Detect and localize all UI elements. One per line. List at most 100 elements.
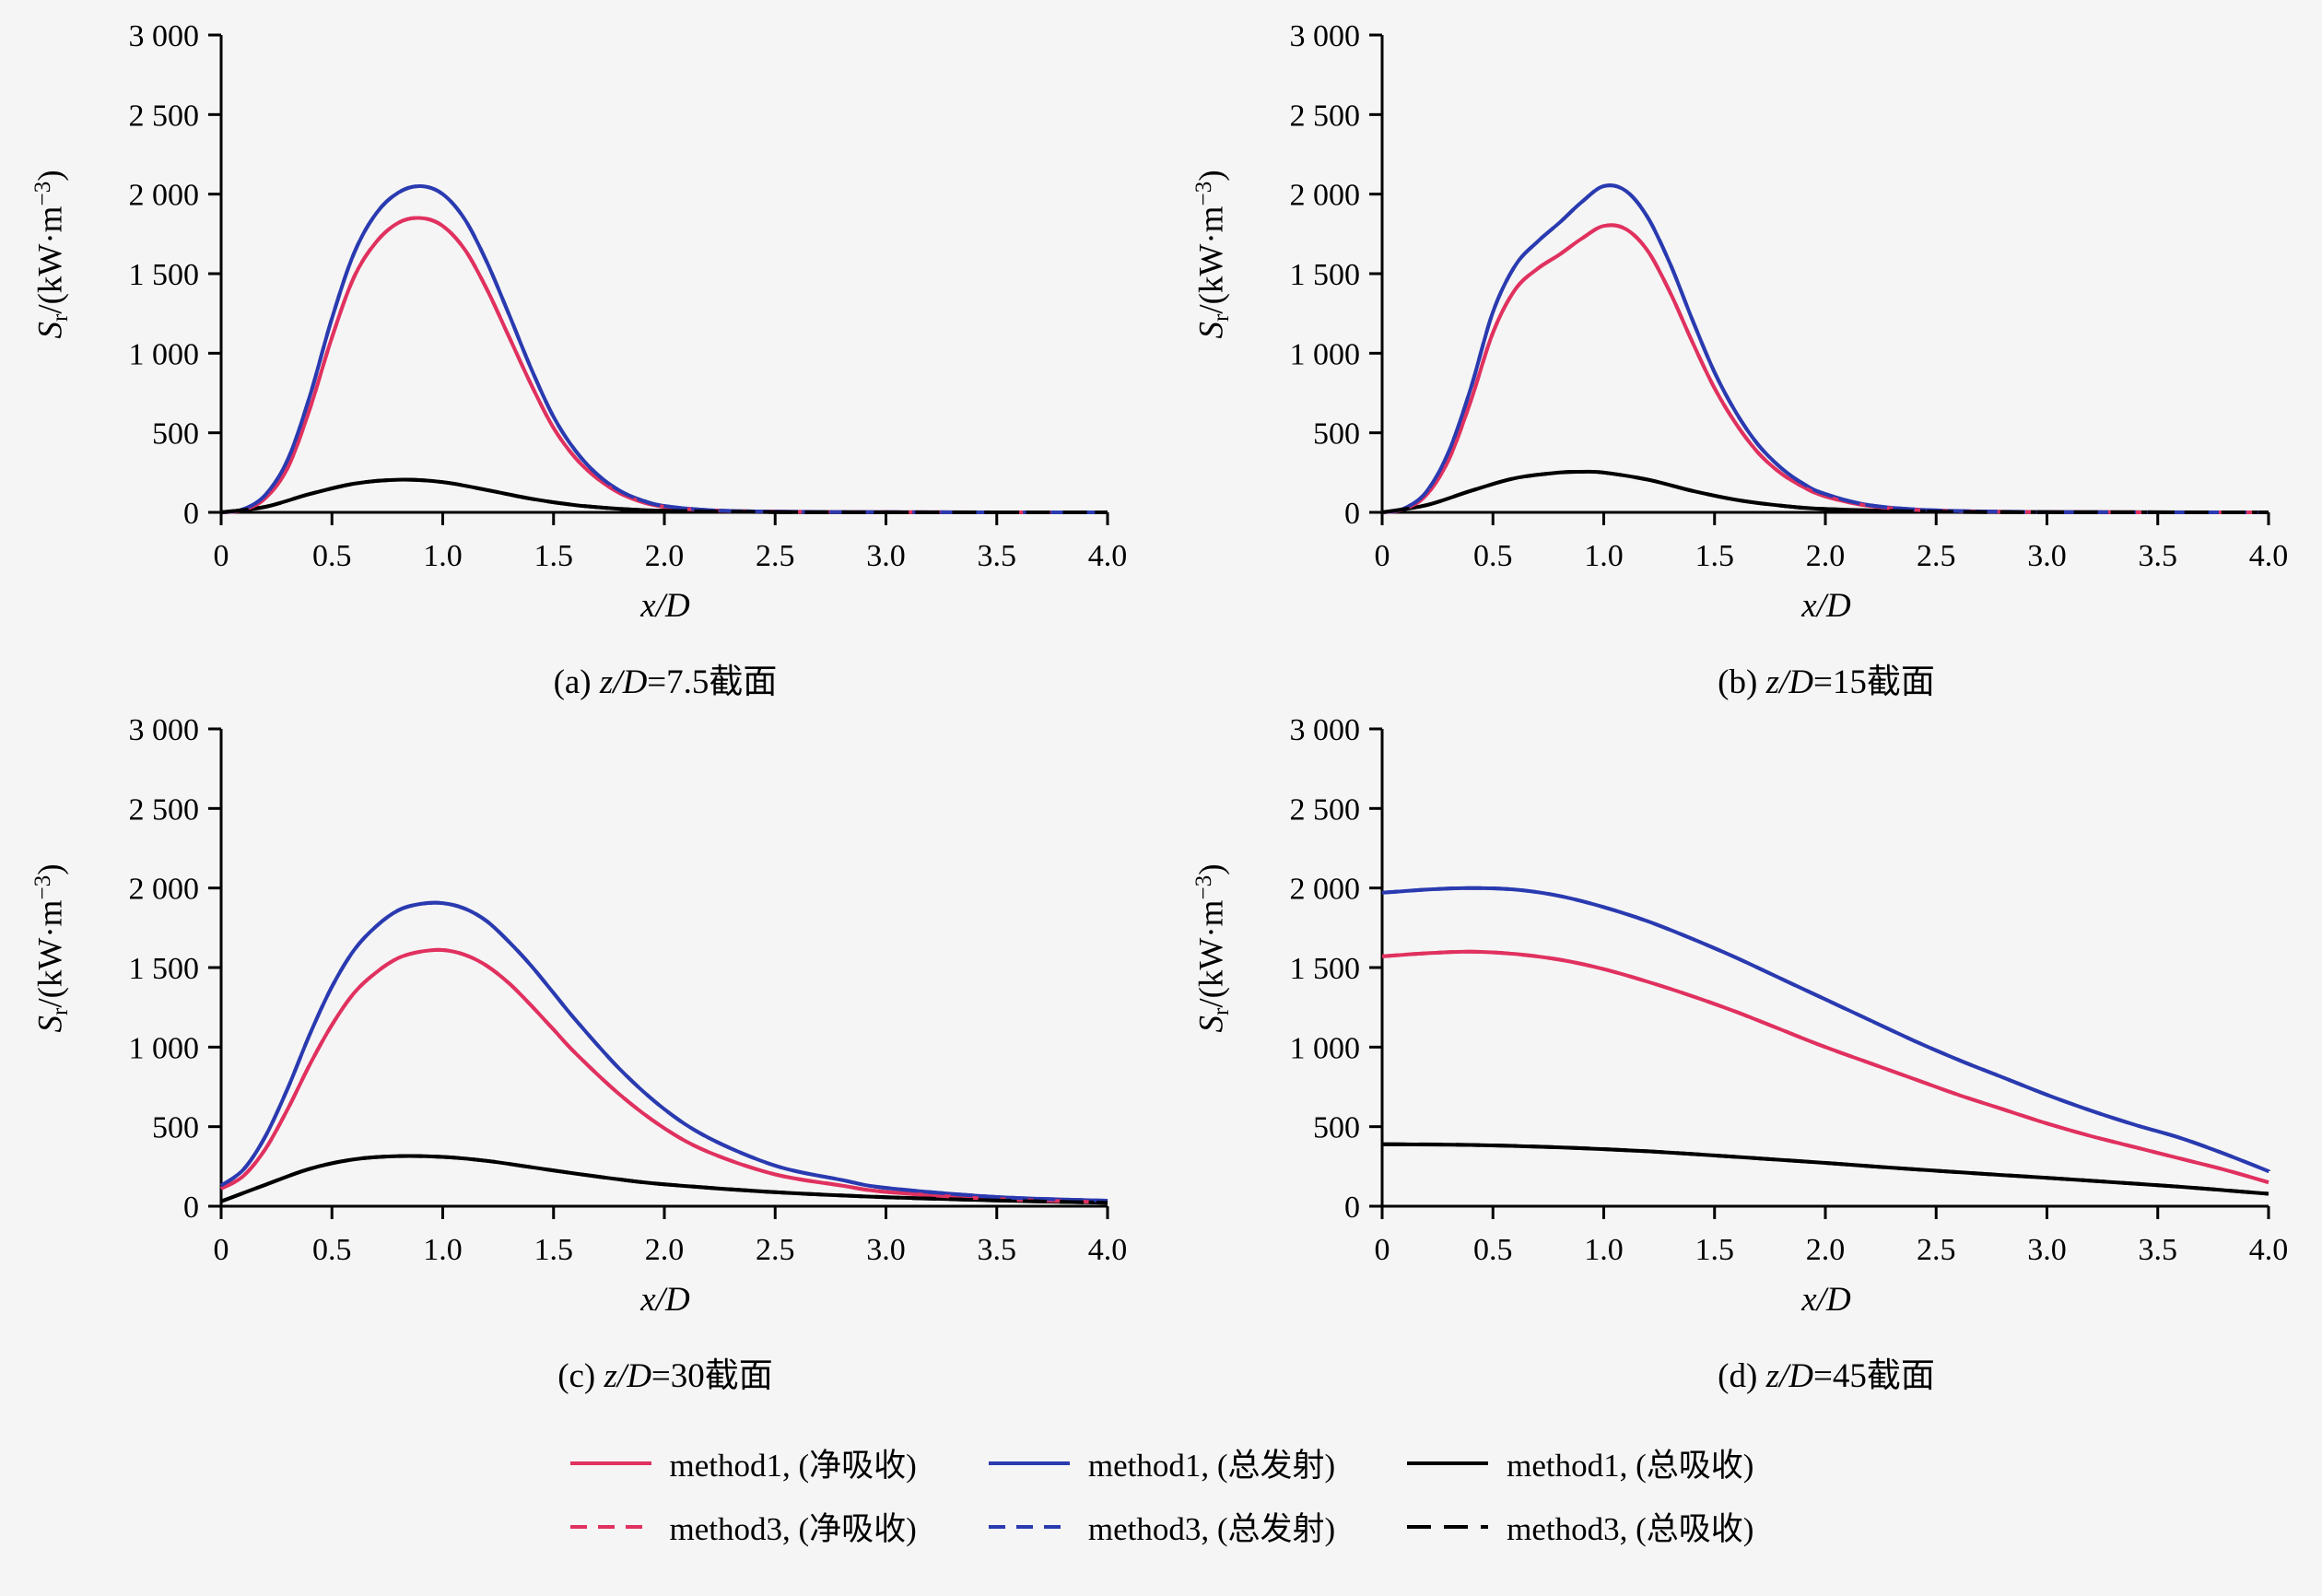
y-axis-label-text: Sr/(kW·m−3) <box>29 864 73 1033</box>
caption-variable: z/D <box>1765 1357 1813 1395</box>
legend-label: method1, (总发射) <box>1087 1448 1336 1484</box>
chart-canvas-a: 0 500 1 000 1 500 2 000 2 500 3 000 0 0.5 1.0 1.5 2… <box>129 19 1128 573</box>
ylabel-units: /(kW·m <box>31 205 70 315</box>
svg-text:0: 0 <box>183 1191 199 1225</box>
svg-text:0.5: 0.5 <box>312 1233 352 1267</box>
caption-variable: z/D <box>604 1357 651 1395</box>
caption-suffix: =7.5截面 <box>647 663 778 701</box>
svg-text:0: 0 <box>1375 1233 1390 1267</box>
subplot-caption-a: (a) z/D=7.5截面 <box>554 653 778 703</box>
caption-suffix: =45截面 <box>1812 1357 1935 1395</box>
subplot-d: Sr/(kW·m−3) 0 500 1 000 1 500 2 000 2 500 3 00… <box>1161 709 2322 1397</box>
caption-prefix: (d) <box>1718 1357 1766 1395</box>
legend-label: method1, (净吸收) <box>669 1448 917 1484</box>
subplot-caption-d: (d) z/D=45截面 <box>1718 1347 1935 1397</box>
svg-text:2.5: 2.5 <box>1917 539 1956 573</box>
legend-label: method1, (总吸收) <box>1507 1448 1754 1484</box>
svg-text:3.5: 3.5 <box>978 539 1017 573</box>
svg-text:2 000: 2 000 <box>1290 873 1361 907</box>
svg-text:1.0: 1.0 <box>423 539 463 573</box>
subplot-caption-b: (b) z/D=15截面 <box>1718 653 1935 703</box>
svg-text:1.5: 1.5 <box>1695 539 1735 573</box>
svg-text:2 000: 2 000 <box>1290 179 1361 213</box>
caption-suffix: =15截面 <box>1812 663 1935 701</box>
legend-item-method3-emission: method3, (总发射) <box>987 1503 1335 1550</box>
svg-text:4.0: 4.0 <box>2249 539 2289 573</box>
svg-text:0.5: 0.5 <box>1473 539 1513 573</box>
legend-item-method3-absorption: method3, (总吸收) <box>1405 1503 1753 1550</box>
ylabel-subscript: r <box>1208 1008 1234 1016</box>
legend-line-sample <box>1407 1524 1489 1529</box>
svg-text:1 000: 1 000 <box>129 337 200 371</box>
y-axis-label-b: Sr/(kW·m−3) <box>1179 15 1244 586</box>
svg-text:2.5: 2.5 <box>756 539 795 573</box>
ylabel-exponent: −3 <box>1190 875 1216 900</box>
ylabel-subscript: r <box>47 1008 73 1016</box>
y-axis-label-text: Sr/(kW·m−3) <box>1190 170 1234 339</box>
svg-text:2 000: 2 000 <box>129 873 200 907</box>
svg-text:2.5: 2.5 <box>756 1233 795 1267</box>
svg-text:1.0: 1.0 <box>1584 539 1624 573</box>
legend-item-method1-net: method1, (净吸收) <box>569 1439 917 1486</box>
svg-text:3.0: 3.0 <box>2027 539 2067 573</box>
svg-text:3 000: 3 000 <box>1290 713 1361 747</box>
ylabel-symbol: S <box>1192 322 1231 339</box>
svg-text:500: 500 <box>1313 417 1360 452</box>
plot-row-d: Sr/(kW·m−3) 0 500 1 000 1 500 2 000 2 500 3 00… <box>1179 709 2304 1280</box>
svg-text:3 000: 3 000 <box>1290 19 1361 53</box>
legend-label: method3, (净吸收) <box>669 1511 917 1547</box>
svg-text:1 000: 1 000 <box>1290 1031 1361 1065</box>
ylabel-subscript: r <box>1208 314 1234 323</box>
svg-text:3.5: 3.5 <box>2139 1233 2178 1267</box>
svg-text:2 500: 2 500 <box>129 99 200 133</box>
caption-suffix: =30截面 <box>651 1357 773 1395</box>
subplot-caption-c: (c) z/D=30截面 <box>557 1347 773 1397</box>
svg-text:2.5: 2.5 <box>1917 1233 1956 1267</box>
legend-line-sample <box>988 1461 1070 1465</box>
svg-text:2.0: 2.0 <box>645 1233 685 1267</box>
svg-text:2 500: 2 500 <box>1290 792 1361 827</box>
svg-text:500: 500 <box>1313 1111 1360 1145</box>
ylabel-close: ) <box>31 170 70 182</box>
caption-prefix: (a) <box>553 663 600 701</box>
chart-canvas-c: 0 500 1 000 1 500 2 000 2 500 3 000 0 0.5 1.0 1.5 2… <box>129 713 1128 1267</box>
svg-text:3 000: 3 000 <box>129 19 200 53</box>
y-axis-label-d: Sr/(kW·m−3) <box>1179 709 1244 1280</box>
y-axis-label-c: Sr/(kW·m−3) <box>18 709 83 1280</box>
ylabel-exponent: −3 <box>29 875 55 900</box>
svg-text:2.0: 2.0 <box>1806 1233 1846 1267</box>
svg-text:2.0: 2.0 <box>645 539 685 573</box>
svg-text:1.5: 1.5 <box>1695 1233 1735 1267</box>
svg-text:0: 0 <box>183 497 199 531</box>
legend-label: method3, (总吸收) <box>1507 1511 1754 1547</box>
chart-canvas-d: 0 500 1 000 1 500 2 000 2 500 3 000 0 0.5 1.0 1.5 2… <box>1290 713 2289 1267</box>
svg-text:4.0: 4.0 <box>1088 1233 1128 1267</box>
svg-text:1.0: 1.0 <box>423 1233 463 1267</box>
chart-canvas-b: 0 500 1 000 1 500 2 000 2 500 3 000 0 0.5 1.0 1.5 2… <box>1290 19 2289 573</box>
x-axis-label-d: x/D <box>1801 1281 1851 1319</box>
legend-item-method1-absorption: method1, (总吸收) <box>1405 1439 1753 1486</box>
svg-text:2 500: 2 500 <box>129 792 200 827</box>
caption-variable: z/D <box>1765 663 1813 701</box>
legend-item-method1-emission: method1, (总发射) <box>987 1439 1335 1486</box>
svg-text:1 000: 1 000 <box>1290 337 1361 371</box>
x-axis-label-c: x/D <box>640 1281 690 1319</box>
subplot-grid: Sr/(kW·m−3) 0 500 1 000 1 500 2 000 2 500 3 00… <box>0 15 2322 1402</box>
ylabel-symbol: S <box>31 1015 70 1033</box>
svg-text:4.0: 4.0 <box>2249 1233 2289 1267</box>
y-axis-label-a: Sr/(kW·m−3) <box>18 15 83 586</box>
plot-row-a: Sr/(kW·m−3) 0 500 1 000 1 500 2 000 2 500 3 00… <box>18 15 1143 586</box>
legend-line-sample <box>569 1461 651 1465</box>
caption-variable: z/D <box>599 663 648 701</box>
svg-text:2 500: 2 500 <box>1290 99 1361 133</box>
svg-text:1.5: 1.5 <box>534 539 574 573</box>
x-axis-label-a: x/D <box>640 587 690 625</box>
legend-line-sample <box>988 1524 1070 1529</box>
svg-text:1 000: 1 000 <box>129 1031 200 1065</box>
ylabel-exponent: −3 <box>1190 182 1216 206</box>
figure: Sr/(kW·m−3) 0 500 1 000 1 500 2 000 2 500 3 00… <box>0 15 2322 1550</box>
svg-text:1.0: 1.0 <box>1584 1233 1624 1267</box>
legend-line-sample <box>569 1524 651 1529</box>
svg-text:3 000: 3 000 <box>129 713 200 747</box>
svg-text:500: 500 <box>152 417 199 452</box>
